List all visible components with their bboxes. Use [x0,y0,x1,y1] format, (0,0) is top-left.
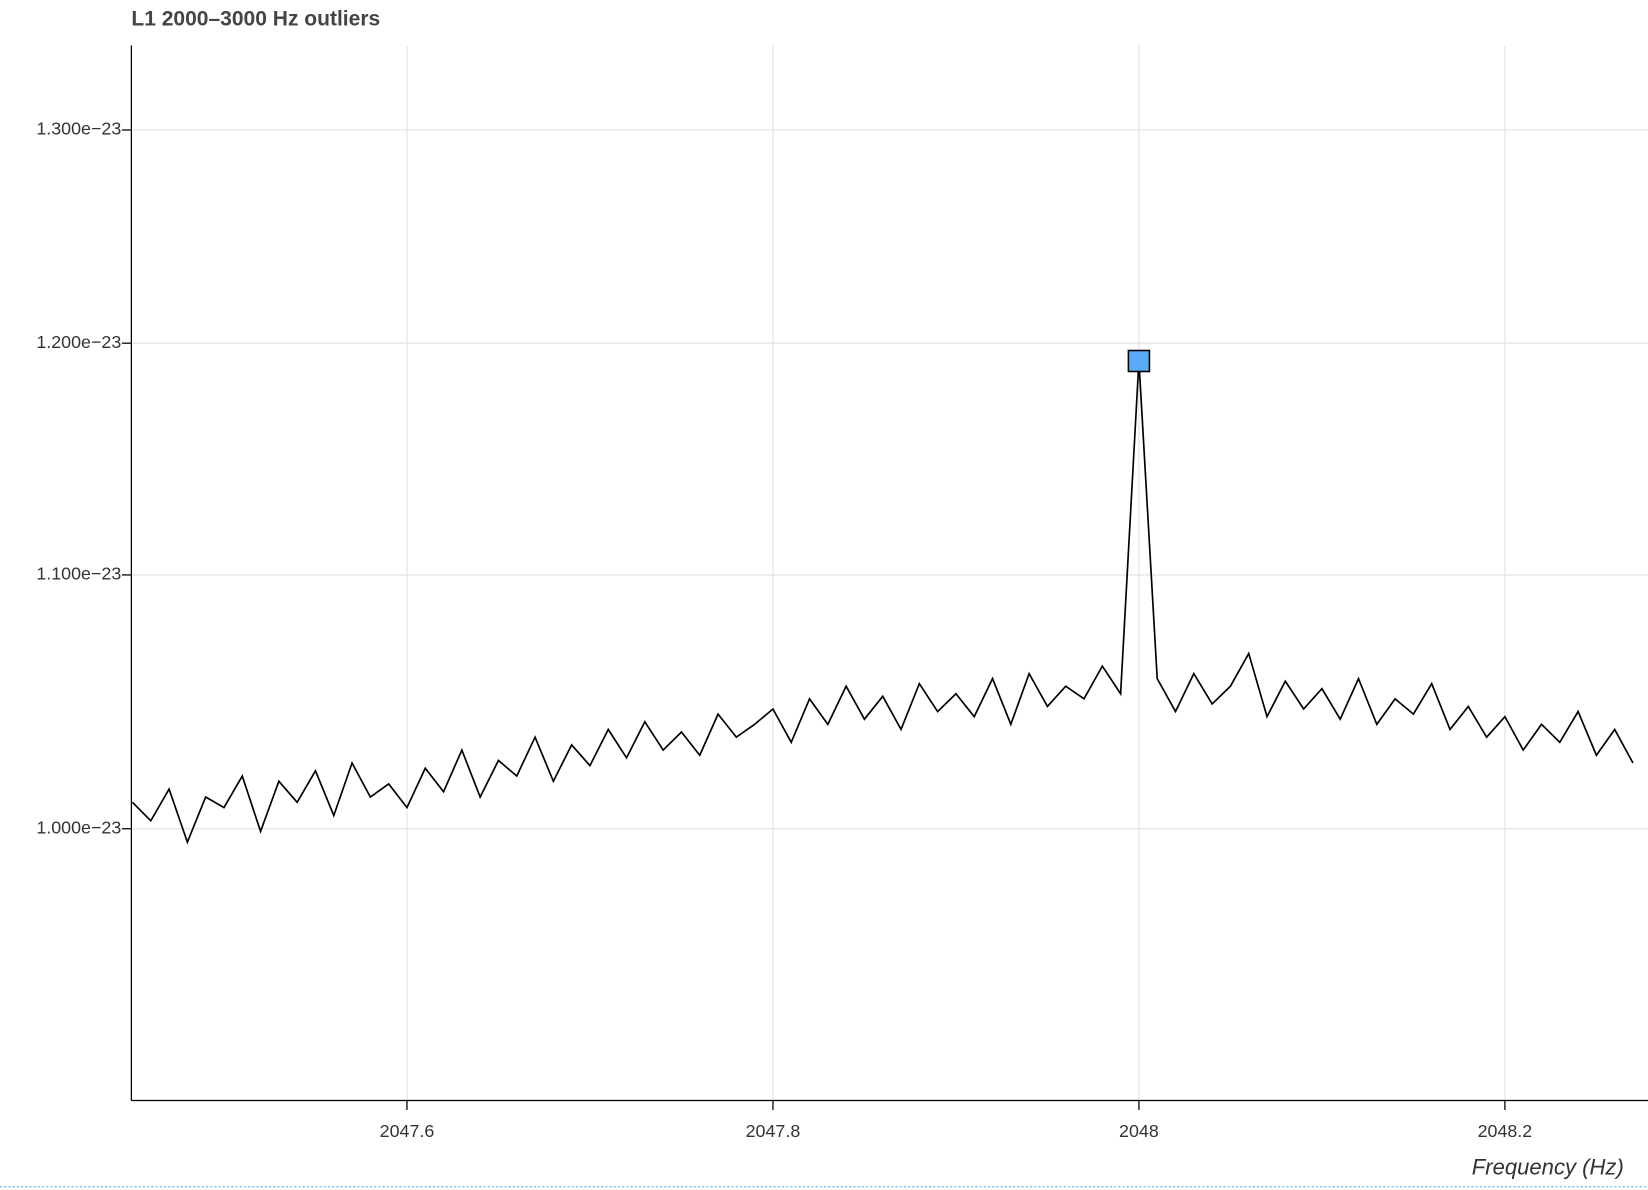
x-tick-label: 2048.2 [1478,1121,1533,1141]
x-tick-label: 2047.8 [746,1121,801,1141]
chart-title: L1 2000–3000 Hz outliers [131,8,380,31]
grid [131,45,1648,1101]
x-tick-label: 2047.6 [380,1121,435,1141]
x-tick-label: 2048 [1119,1121,1159,1141]
axes: 1.000e−23 1.100e−23 1.200e−23 1.300e−23 2047… [36,45,1648,1141]
plot-area [131,349,1634,845]
y-tick-label: 1.300e−23 [36,119,121,139]
y-tick-label: 1.100e−23 [36,564,121,584]
x-axis-label: Frequency (Hz) [1472,1155,1624,1180]
y-tick-label: 1.000e−23 [36,818,121,838]
y-tick-label: 1.200e−23 [36,332,121,352]
line [131,360,1634,845]
marker [1127,349,1151,373]
